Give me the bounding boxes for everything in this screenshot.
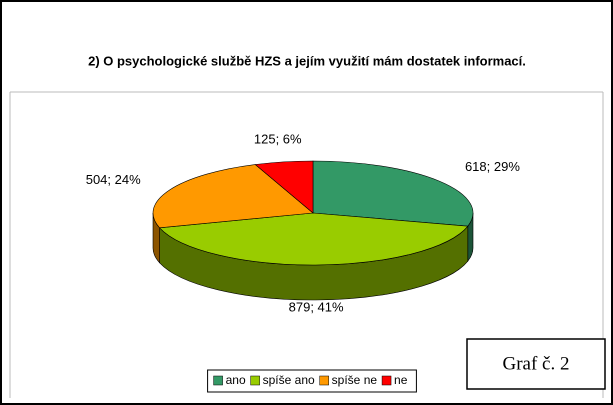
data-labels: 618; 29% 879; 41% 504; 24% 125; 6% xyxy=(86,132,521,315)
chart-title: 2) O psychologické službě HZS a jejím vy… xyxy=(88,53,526,68)
data-label: 125; 6% xyxy=(254,132,302,147)
legend-box xyxy=(207,369,417,393)
legend: ano spíše ano spíše ne ne xyxy=(213,373,408,387)
annotation: Graf č. 2 xyxy=(503,353,570,374)
pie xyxy=(152,160,474,301)
slice xyxy=(254,160,314,214)
data-label: 504; 24% xyxy=(86,172,141,187)
legend-swatch xyxy=(381,375,392,386)
slice xyxy=(152,164,314,229)
legend-swatch xyxy=(250,375,260,386)
data-label: 879; 41% xyxy=(289,299,344,314)
legend-swatch xyxy=(213,375,223,386)
legend-label: ano xyxy=(226,373,246,387)
annotation-box xyxy=(466,338,606,390)
data-label: 618; 29% xyxy=(465,159,520,174)
legend-label: ne xyxy=(394,373,408,387)
legend-swatch xyxy=(319,375,329,386)
legend-label: spíše ano xyxy=(263,373,315,387)
slice xyxy=(158,212,469,266)
slice xyxy=(312,160,474,227)
legend-label: spíše ne xyxy=(332,373,378,387)
